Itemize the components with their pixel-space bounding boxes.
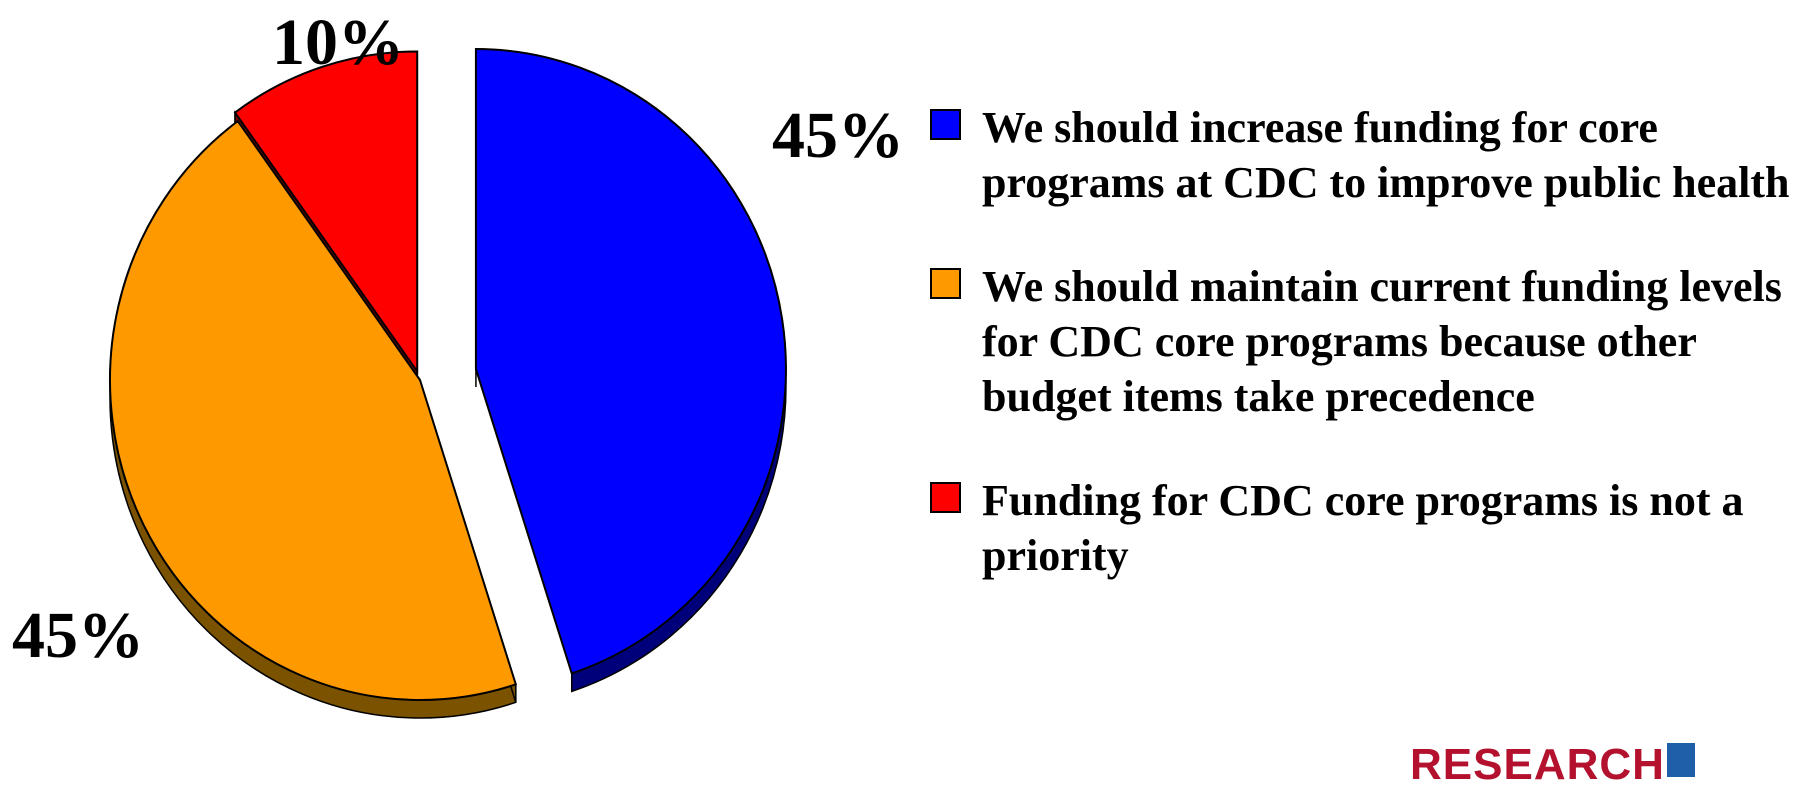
- legend-swatch-orange: [930, 268, 961, 299]
- legend-item-not-priority: Funding for CDC core programs is not a p…: [930, 473, 1810, 583]
- legend-label: We should increase funding for core prog…: [982, 103, 1790, 207]
- pie-slice-0: [474, 48, 787, 675]
- legend-swatch-blue: [930, 109, 961, 140]
- pie-slice-2: [233, 50, 419, 375]
- chart-legend: We should increase funding for core prog…: [930, 100, 1810, 632]
- legend-item-maintain: We should maintain current funding level…: [930, 259, 1810, 424]
- logo-mark-icon: [1666, 743, 1695, 777]
- pct-label-blue: 45%: [772, 99, 904, 172]
- logo-text: RESEARCH: [1410, 740, 1665, 789]
- pct-label-orange: 45%: [12, 599, 144, 672]
- legend-label: We should maintain current funding level…: [982, 262, 1782, 421]
- legend-label: Funding for CDC core programs is not a p…: [982, 476, 1744, 580]
- pct-label-red: 10%: [272, 6, 404, 79]
- pie-slice-1: [109, 119, 518, 701]
- legend-swatch-red: [930, 482, 961, 513]
- research-logo: RESEARCH: [1410, 743, 1695, 787]
- pie-chart: [109, 48, 787, 719]
- legend-item-increase: We should increase funding for core prog…: [930, 100, 1810, 210]
